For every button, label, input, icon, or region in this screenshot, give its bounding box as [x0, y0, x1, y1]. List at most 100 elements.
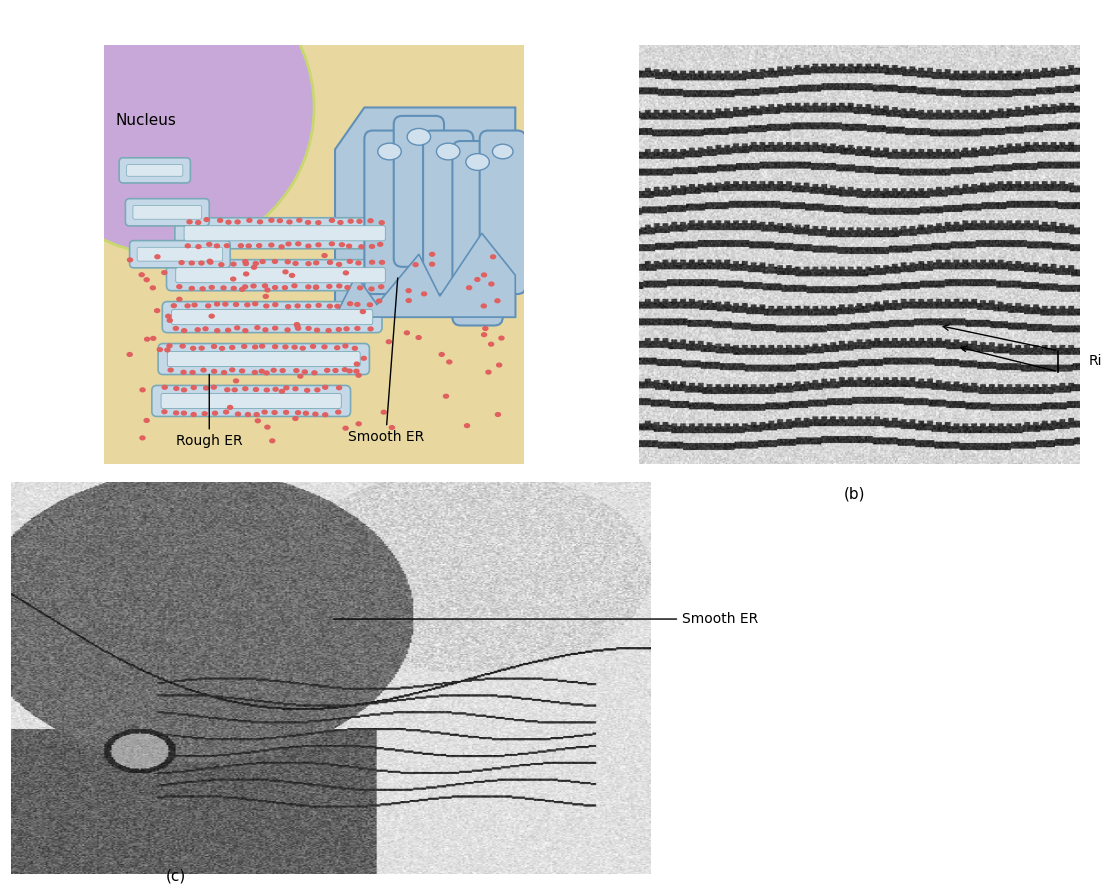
Ellipse shape: [155, 255, 160, 259]
Ellipse shape: [201, 287, 205, 291]
FancyBboxPatch shape: [168, 351, 360, 367]
Ellipse shape: [336, 327, 342, 332]
Polygon shape: [335, 108, 516, 318]
Ellipse shape: [182, 388, 186, 392]
Ellipse shape: [253, 261, 258, 265]
FancyBboxPatch shape: [423, 130, 474, 294]
Ellipse shape: [270, 439, 274, 442]
Ellipse shape: [293, 417, 298, 420]
Ellipse shape: [378, 143, 401, 160]
Ellipse shape: [430, 252, 434, 256]
Ellipse shape: [128, 258, 132, 261]
FancyBboxPatch shape: [172, 310, 372, 325]
Ellipse shape: [369, 287, 374, 291]
Ellipse shape: [190, 286, 194, 290]
Ellipse shape: [246, 244, 251, 248]
Ellipse shape: [379, 285, 383, 289]
Ellipse shape: [436, 143, 460, 160]
Ellipse shape: [488, 343, 494, 346]
Ellipse shape: [294, 323, 300, 326]
Ellipse shape: [251, 284, 256, 288]
Ellipse shape: [283, 270, 288, 274]
Ellipse shape: [313, 412, 317, 416]
Ellipse shape: [182, 329, 186, 333]
Ellipse shape: [417, 335, 421, 340]
Ellipse shape: [323, 413, 327, 417]
Ellipse shape: [190, 261, 194, 265]
Ellipse shape: [497, 363, 501, 367]
Ellipse shape: [306, 326, 311, 330]
Ellipse shape: [311, 344, 315, 348]
Ellipse shape: [359, 244, 364, 249]
Ellipse shape: [296, 219, 302, 222]
Ellipse shape: [360, 310, 366, 313]
Ellipse shape: [273, 302, 278, 307]
Ellipse shape: [244, 261, 248, 266]
Ellipse shape: [339, 243, 345, 246]
Ellipse shape: [300, 346, 305, 350]
Ellipse shape: [306, 285, 311, 289]
FancyBboxPatch shape: [479, 130, 526, 294]
Ellipse shape: [162, 385, 168, 389]
Ellipse shape: [231, 262, 236, 266]
Ellipse shape: [204, 386, 208, 390]
Ellipse shape: [272, 410, 277, 415]
Ellipse shape: [422, 292, 426, 296]
Ellipse shape: [212, 385, 216, 389]
Ellipse shape: [285, 328, 290, 332]
Ellipse shape: [335, 346, 339, 350]
Ellipse shape: [285, 260, 290, 264]
Ellipse shape: [234, 379, 238, 383]
Ellipse shape: [407, 299, 411, 302]
Text: Smooth ER: Smooth ER: [334, 612, 758, 626]
Ellipse shape: [219, 346, 225, 351]
Text: (a): (a): [303, 498, 325, 512]
Ellipse shape: [369, 260, 375, 264]
Ellipse shape: [326, 328, 331, 333]
Text: Nucleus: Nucleus: [116, 112, 176, 128]
Ellipse shape: [162, 270, 166, 275]
Ellipse shape: [260, 344, 264, 348]
Ellipse shape: [256, 419, 260, 423]
Ellipse shape: [212, 344, 217, 349]
Ellipse shape: [213, 411, 217, 415]
Ellipse shape: [185, 244, 191, 248]
Text: Rough ER: Rough ER: [176, 375, 242, 449]
Ellipse shape: [204, 218, 209, 221]
Ellipse shape: [158, 348, 162, 351]
FancyBboxPatch shape: [365, 130, 414, 294]
Ellipse shape: [262, 410, 267, 414]
Ellipse shape: [295, 324, 300, 327]
Text: (c): (c): [166, 868, 186, 883]
Ellipse shape: [292, 284, 296, 288]
Ellipse shape: [174, 386, 179, 391]
Ellipse shape: [314, 261, 318, 265]
Ellipse shape: [181, 370, 186, 374]
Ellipse shape: [236, 412, 240, 416]
Ellipse shape: [271, 368, 277, 372]
Ellipse shape: [259, 369, 264, 373]
Ellipse shape: [343, 344, 348, 348]
Ellipse shape: [354, 369, 359, 373]
Ellipse shape: [338, 220, 343, 224]
FancyBboxPatch shape: [152, 385, 350, 417]
Ellipse shape: [322, 345, 327, 349]
Ellipse shape: [316, 303, 321, 307]
Ellipse shape: [358, 286, 363, 290]
Ellipse shape: [355, 302, 360, 306]
FancyBboxPatch shape: [133, 205, 202, 219]
Ellipse shape: [335, 304, 341, 308]
Ellipse shape: [490, 255, 496, 259]
Ellipse shape: [226, 328, 230, 332]
Ellipse shape: [235, 326, 240, 330]
Ellipse shape: [314, 328, 320, 332]
Ellipse shape: [312, 371, 317, 375]
Ellipse shape: [253, 388, 259, 392]
Ellipse shape: [367, 303, 372, 307]
Ellipse shape: [196, 220, 201, 225]
Ellipse shape: [219, 263, 224, 267]
Ellipse shape: [327, 304, 333, 308]
Ellipse shape: [179, 260, 184, 264]
Ellipse shape: [379, 260, 385, 264]
Ellipse shape: [191, 413, 196, 417]
